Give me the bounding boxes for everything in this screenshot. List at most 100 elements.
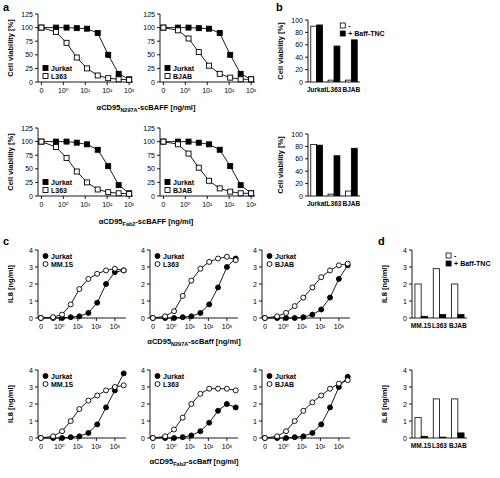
x-tick-label: 10⁰ (278, 443, 289, 450)
data-point (39, 139, 44, 144)
y-tick-label: 50 (25, 51, 33, 58)
data-point (275, 314, 280, 319)
y-tick (157, 27, 160, 28)
data-point (60, 429, 65, 434)
y-tick (35, 284, 38, 285)
legend-marker (165, 180, 170, 185)
bar (458, 433, 464, 438)
data-point (301, 315, 306, 320)
y-tick (157, 196, 160, 197)
plot-area (415, 399, 464, 438)
legend-marker (43, 74, 48, 79)
y-tick (157, 141, 160, 142)
chart: 01234IL8 [ng/ml]MM.1SL363BJAB (380, 367, 467, 450)
y-tick-label: 2 (141, 401, 145, 408)
chart: 010⁰10¹10²10³01234JurkatBJAB (253, 247, 350, 331)
data-point (127, 77, 132, 82)
x-axis-label-part: -scBAFF [ng/ml] (138, 103, 196, 112)
x-tick (107, 196, 108, 199)
data-point (68, 315, 73, 320)
y-tick-label: 3 (141, 264, 145, 271)
y-tick (305, 69, 308, 70)
data-point (207, 420, 212, 425)
data-point (186, 25, 191, 30)
bar (334, 156, 340, 196)
data-point (207, 302, 212, 307)
data-point (216, 408, 221, 413)
legend: JurkatMM.1S (43, 253, 74, 268)
legend-marker (43, 188, 48, 193)
bar (328, 80, 334, 82)
x-tick (226, 438, 227, 441)
series-line (163, 28, 251, 80)
y-tick (409, 267, 412, 268)
series-line (41, 373, 124, 438)
data-point (292, 435, 297, 440)
bar (345, 191, 351, 196)
x-tick-label: 10³ (124, 201, 135, 208)
x-tick (208, 438, 209, 441)
legend-label: BJAB (275, 261, 294, 268)
x-axis-label-part: -scBaff [ng/ml] (188, 337, 241, 346)
bar (351, 148, 357, 196)
data-point (328, 386, 333, 391)
y-tick (305, 134, 308, 135)
plot-area (262, 261, 350, 320)
data-point (95, 393, 100, 398)
data-point (216, 285, 221, 290)
data-point (68, 419, 73, 424)
y-tick (259, 370, 262, 371)
data-point (310, 400, 315, 405)
y-tick-label: 60 (295, 155, 303, 162)
data-point (172, 309, 177, 314)
y-tick (409, 318, 412, 319)
data-point (150, 436, 155, 441)
plot-area (161, 139, 254, 196)
y-tick (305, 82, 308, 83)
data-point (104, 268, 109, 273)
series-line (163, 142, 251, 194)
x-tick-label: 10¹ (297, 323, 308, 330)
data-point (207, 386, 212, 391)
y-tick (35, 421, 38, 422)
x-tick-label: 10¹ (297, 443, 308, 450)
y-axis-label: Cell viability [%] (6, 19, 15, 77)
data-point (53, 29, 58, 34)
x-tick-label: 10³ (334, 323, 345, 330)
x-tick-label: 0 (263, 443, 267, 450)
y-tick-label: 3 (253, 264, 257, 271)
y-tick-label: 2 (253, 281, 257, 288)
x-tick-label: 0 (151, 323, 155, 330)
legend-label: L363 (51, 187, 67, 194)
y-axis-label: IL8 [ng/ml] (380, 385, 389, 423)
series-line (41, 142, 129, 194)
data-point (68, 435, 73, 440)
data-point (64, 25, 69, 30)
series-line (163, 28, 251, 80)
data-point (319, 307, 324, 312)
legend-marker (43, 382, 48, 387)
data-point (233, 258, 238, 263)
series-line (153, 389, 236, 438)
y-tick (305, 20, 308, 21)
data-point (51, 434, 56, 439)
data-point (39, 139, 44, 144)
bar (440, 315, 446, 318)
data-point (60, 312, 65, 317)
x-tick (63, 82, 64, 85)
y-tick-label: 1 (141, 418, 145, 425)
series-line (153, 257, 236, 318)
x-tick-label: 10⁰ (180, 87, 191, 94)
bar (421, 316, 427, 318)
legend-marker (43, 254, 48, 259)
y-tick (305, 44, 308, 45)
x-tick-label: 10⁰ (166, 323, 177, 330)
x-tick-label: 10² (91, 443, 102, 450)
bar (317, 25, 323, 82)
bar (334, 46, 340, 82)
y-tick-label: 75 (147, 38, 155, 45)
y-tick (147, 318, 150, 319)
data-point (64, 40, 69, 45)
x-tick (320, 438, 321, 441)
data-point (262, 436, 267, 441)
